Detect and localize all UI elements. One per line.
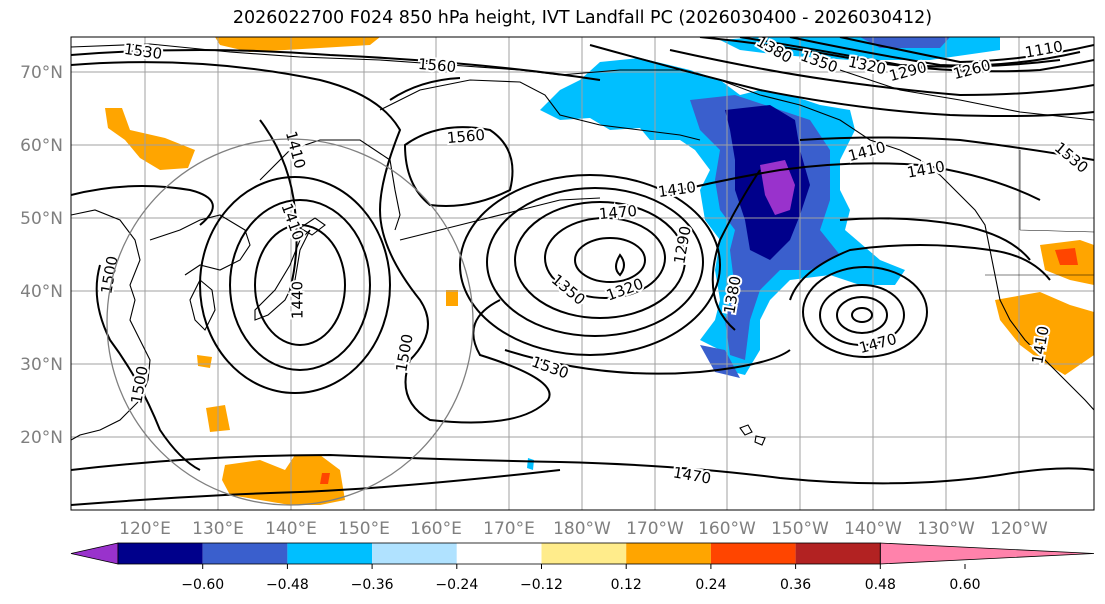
latitude-labels: 70°N 60°N 50°N 40°N 30°N 20°N — [20, 63, 63, 448]
colorbar-segment — [202, 543, 288, 564]
colorbar-extend-high — [879, 542, 1095, 565]
lat-tick-label: 50°N — [20, 209, 63, 229]
colorbar-tick-label: 0.24 — [695, 577, 726, 593]
colorbar-tick-label: 0.36 — [780, 577, 811, 593]
lon-tick-label: 120°E — [119, 519, 171, 539]
colorbar-ticks: −0.60 −0.48 −0.36 −0.24 −0.12 0.12 0.24 0.36 0.4… — [181, 564, 981, 593]
contour-label: 1470 — [598, 202, 638, 223]
map-gridlines — [71, 37, 1094, 510]
colorbar-segment — [795, 543, 881, 564]
colorbar-segment — [541, 543, 627, 564]
colorbar-tick-label: 0.12 — [611, 577, 642, 593]
colorbar-segment — [710, 543, 796, 564]
lat-tick-label: 30°N — [20, 355, 63, 375]
colorbar-segment — [287, 543, 373, 564]
colorbar-tick-label: −0.12 — [520, 577, 563, 593]
colorbar-tick-label: −0.60 — [181, 577, 224, 593]
lon-tick-label: 120°W — [990, 519, 1048, 539]
colorbar-tick-label: 0.48 — [865, 577, 896, 593]
lon-tick-label: 140°W — [844, 519, 902, 539]
contour-label: 1560 — [446, 126, 486, 147]
lat-tick-label: 60°N — [20, 136, 63, 156]
lon-tick-label: 170°E — [483, 519, 535, 539]
colorbar-segment — [456, 543, 542, 564]
lat-tick-label: 20°N — [20, 428, 63, 448]
longitude-labels: 120°E 130°E 140°E 150°E 160°E 170°E 180°W 170°W… — [119, 519, 1048, 539]
colorbar-segment — [626, 543, 711, 564]
colorbar-tick-label: 0.60 — [949, 577, 980, 593]
lon-tick-label: 160°W — [698, 519, 756, 539]
lon-tick-label: 170°W — [626, 519, 684, 539]
contour-label: 1410 — [657, 178, 697, 201]
lon-tick-label: 140°E — [265, 519, 317, 539]
colorbar-segment — [118, 543, 203, 564]
lon-tick-label: 130°W — [917, 519, 975, 539]
colorbar-tick-label: −0.24 — [435, 577, 478, 593]
lon-tick-label: 150°W — [771, 519, 829, 539]
lon-tick-label: 180°W — [553, 519, 611, 539]
contour-label: 1440 — [289, 281, 307, 319]
colorbar-tick-label: −0.48 — [266, 577, 309, 593]
colorbar — [70, 542, 1095, 565]
lon-tick-label: 160°E — [410, 519, 462, 539]
ivt-positive-shading — [105, 37, 1094, 505]
projection-circle — [106, 138, 474, 506]
coastlines — [71, 43, 1094, 446]
colorbar-segment — [372, 543, 457, 564]
lat-tick-label: 70°N — [20, 63, 63, 83]
height-contours — [71, 37, 1094, 506]
colorbar-tick-label: −0.36 — [351, 577, 394, 593]
map-title: 2026022700 F024 850 hPa height, IVT Land… — [232, 8, 933, 28]
lon-tick-label: 130°E — [192, 519, 244, 539]
contour-label: 1560 — [417, 55, 457, 76]
map-frame — [70, 36, 1095, 511]
lon-tick-label: 150°E — [338, 519, 390, 539]
lat-tick-label: 40°N — [20, 282, 63, 302]
colorbar-extend-low — [70, 542, 119, 565]
colorbar-outline — [117, 542, 881, 565]
